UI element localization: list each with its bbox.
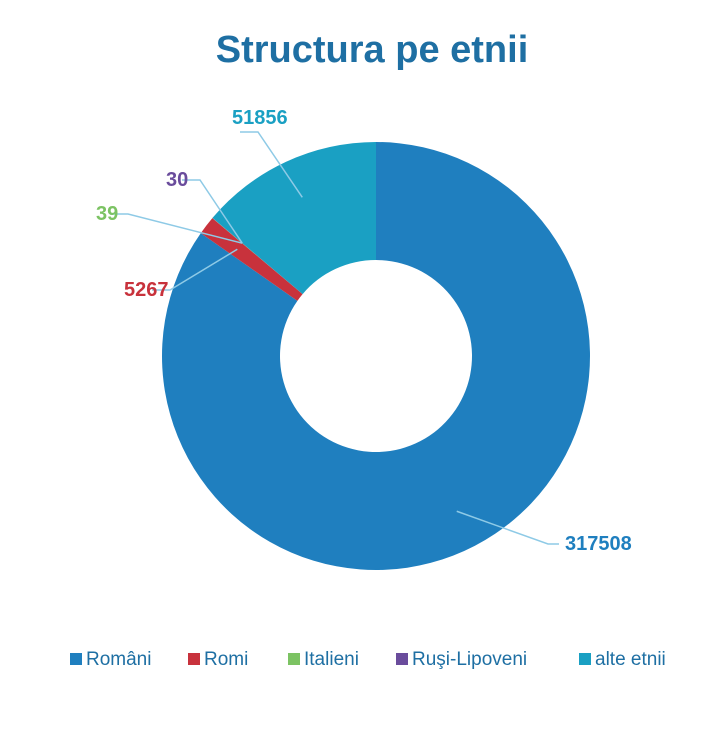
data-label-rusi-lipoveni: 30 bbox=[166, 169, 188, 191]
legend-label-romi: Romi bbox=[204, 649, 248, 670]
legend-item-alte-etnii: alte etnii bbox=[579, 649, 666, 670]
legend-label-alte-etnii: alte etnii bbox=[595, 649, 666, 670]
leader-line-italieni bbox=[110, 213, 243, 244]
legend-item-romani: Români bbox=[70, 649, 151, 670]
chart-title: Structura pe etnii bbox=[216, 29, 529, 71]
legend-label-romani: Români bbox=[86, 649, 151, 670]
data-labels-group: 317508 5267 39 30 51856 bbox=[96, 107, 632, 555]
data-label-romi: 5267 bbox=[124, 279, 169, 301]
legend: Români Romi Italieni Ruşi-Lipoveni alte etni… bbox=[70, 649, 666, 670]
leader-line-alte-etnii bbox=[240, 131, 303, 198]
slice-rusi-lipoveni bbox=[212, 217, 303, 295]
legend-item-rusi-lipoveni: Ruşi-Lipoveni bbox=[396, 649, 527, 670]
leader-line-rusi-lipoveni bbox=[182, 179, 243, 244]
slice-alte-etnii bbox=[212, 142, 376, 295]
data-label-alte-etnii: 51856 bbox=[232, 107, 288, 129]
legend-swatch-alte-etnii bbox=[579, 653, 591, 665]
legend-swatch-romi bbox=[188, 653, 200, 665]
data-label-romani: 317508 bbox=[565, 533, 632, 555]
legend-label-italieni: Italieni bbox=[304, 649, 359, 670]
legend-item-italieni: Italieni bbox=[288, 649, 359, 670]
data-label-italieni: 39 bbox=[96, 203, 118, 225]
slice-italieni bbox=[212, 218, 303, 295]
slice-romani bbox=[161, 142, 590, 571]
leader-line-romi bbox=[152, 248, 238, 291]
legend-swatch-romani bbox=[70, 653, 82, 665]
legend-swatch-italieni bbox=[288, 653, 300, 665]
leader-line-romani bbox=[456, 510, 559, 545]
legend-item-romi: Romi bbox=[188, 649, 248, 670]
slices-group bbox=[161, 142, 590, 571]
legend-swatch-rusi-lipoveni bbox=[396, 653, 408, 665]
legend-label-rusi-lipoveni: Ruşi-Lipoveni bbox=[412, 649, 527, 670]
leader-lines-group bbox=[110, 131, 559, 545]
